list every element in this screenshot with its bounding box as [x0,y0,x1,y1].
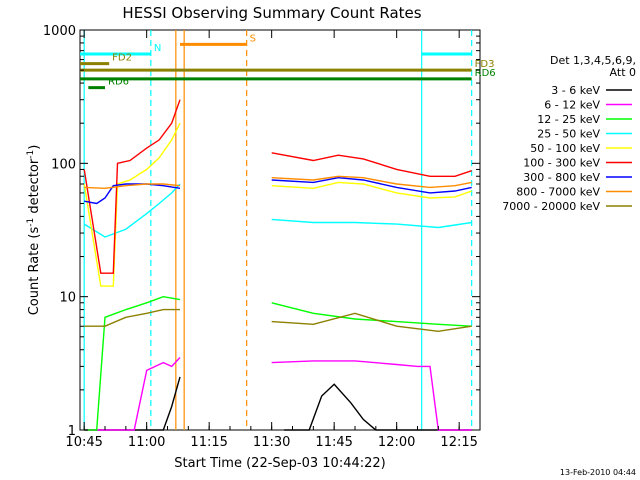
legend: Det 1,3,4,5,6,9,Att 0 3 - 6 keV 6 - 12 keV… [502,54,636,213]
legend-label-7: 800 - 7000 keV [516,186,600,199]
series-line-5 [83,99,472,274]
x-axis-label: Start Time (22-Sep-03 10:44:22) [174,456,385,471]
x-axis-ticks: 10:45 11:00 11:15 11:30 11:45 12:00 12:15 [65,30,481,450]
y-axis-label-sup2: -1 [26,150,36,159]
flag-label-2: FD2 [112,53,132,64]
legend-header-0: Det 1,3,4,5,6,9, [550,54,636,67]
legend-label-8: 7000 - 20000 keV [502,200,600,213]
y-axis-label: Count Rate (s-1 detector-1) [26,145,42,316]
series-line-4 [83,122,472,287]
legend-label-2: 12 - 25 keV [537,113,600,126]
flag-label-0: N [154,43,161,54]
y-tick-label-2: 100 [51,157,76,172]
y-tick-label-0: 1 [68,424,76,439]
legend-label-0: 3 - 6 keV [551,84,600,97]
flag-label-3: FD3 [475,59,495,70]
x-tick-label-1: 11:00 [128,435,165,450]
y-axis-label-sup: -1 [26,218,36,227]
x-tick-label-6: 12:15 [440,435,477,450]
y-axis-label-end: ) [27,145,42,150]
flag-label-1: S [250,33,256,44]
flag-label-5: RD6 [475,68,496,79]
series-line-0 [84,376,472,431]
series-line-8 [84,308,472,333]
y-tick-label-1: 10 [59,291,76,306]
plot-frame [79,29,481,431]
flag-label-4: RD6 [108,77,129,88]
x-tick-label-0: 10:45 [65,435,102,450]
legend-header-1: Att 0 [610,66,636,79]
legend-label-6: 300 - 800 keV [523,171,600,184]
y-axis-label-mid: detector [27,158,42,218]
legend-label-4: 50 - 100 keV [530,142,600,155]
series-line-3 [83,183,472,238]
footer-timestamp: 13-Feb-2010 04:44 [560,468,636,477]
x-tick-label-4: 11:45 [315,435,352,450]
x-tick-label-5: 12:00 [378,435,415,450]
legend-label-5: 100 - 300 keV [523,157,600,170]
y-tick-label-3: 1000 [43,24,76,39]
series-line-7 [84,175,472,190]
x-tick-label-2: 11:15 [190,435,227,450]
legend-label-3: 25 - 50 keV [537,128,600,141]
chart-title: HESSI Observing Summary Count Rates [122,4,421,22]
y-axis-ticks: 1 10 100 1000 [43,24,480,439]
series-line-1 [84,357,472,431]
series-line-2 [84,295,472,431]
y-axis-label-start: Count Rate (s [27,227,42,316]
legend-label-1: 6 - 12 keV [544,99,600,112]
series-line-6 [84,176,472,205]
x-tick-label-3: 11:30 [253,435,290,450]
